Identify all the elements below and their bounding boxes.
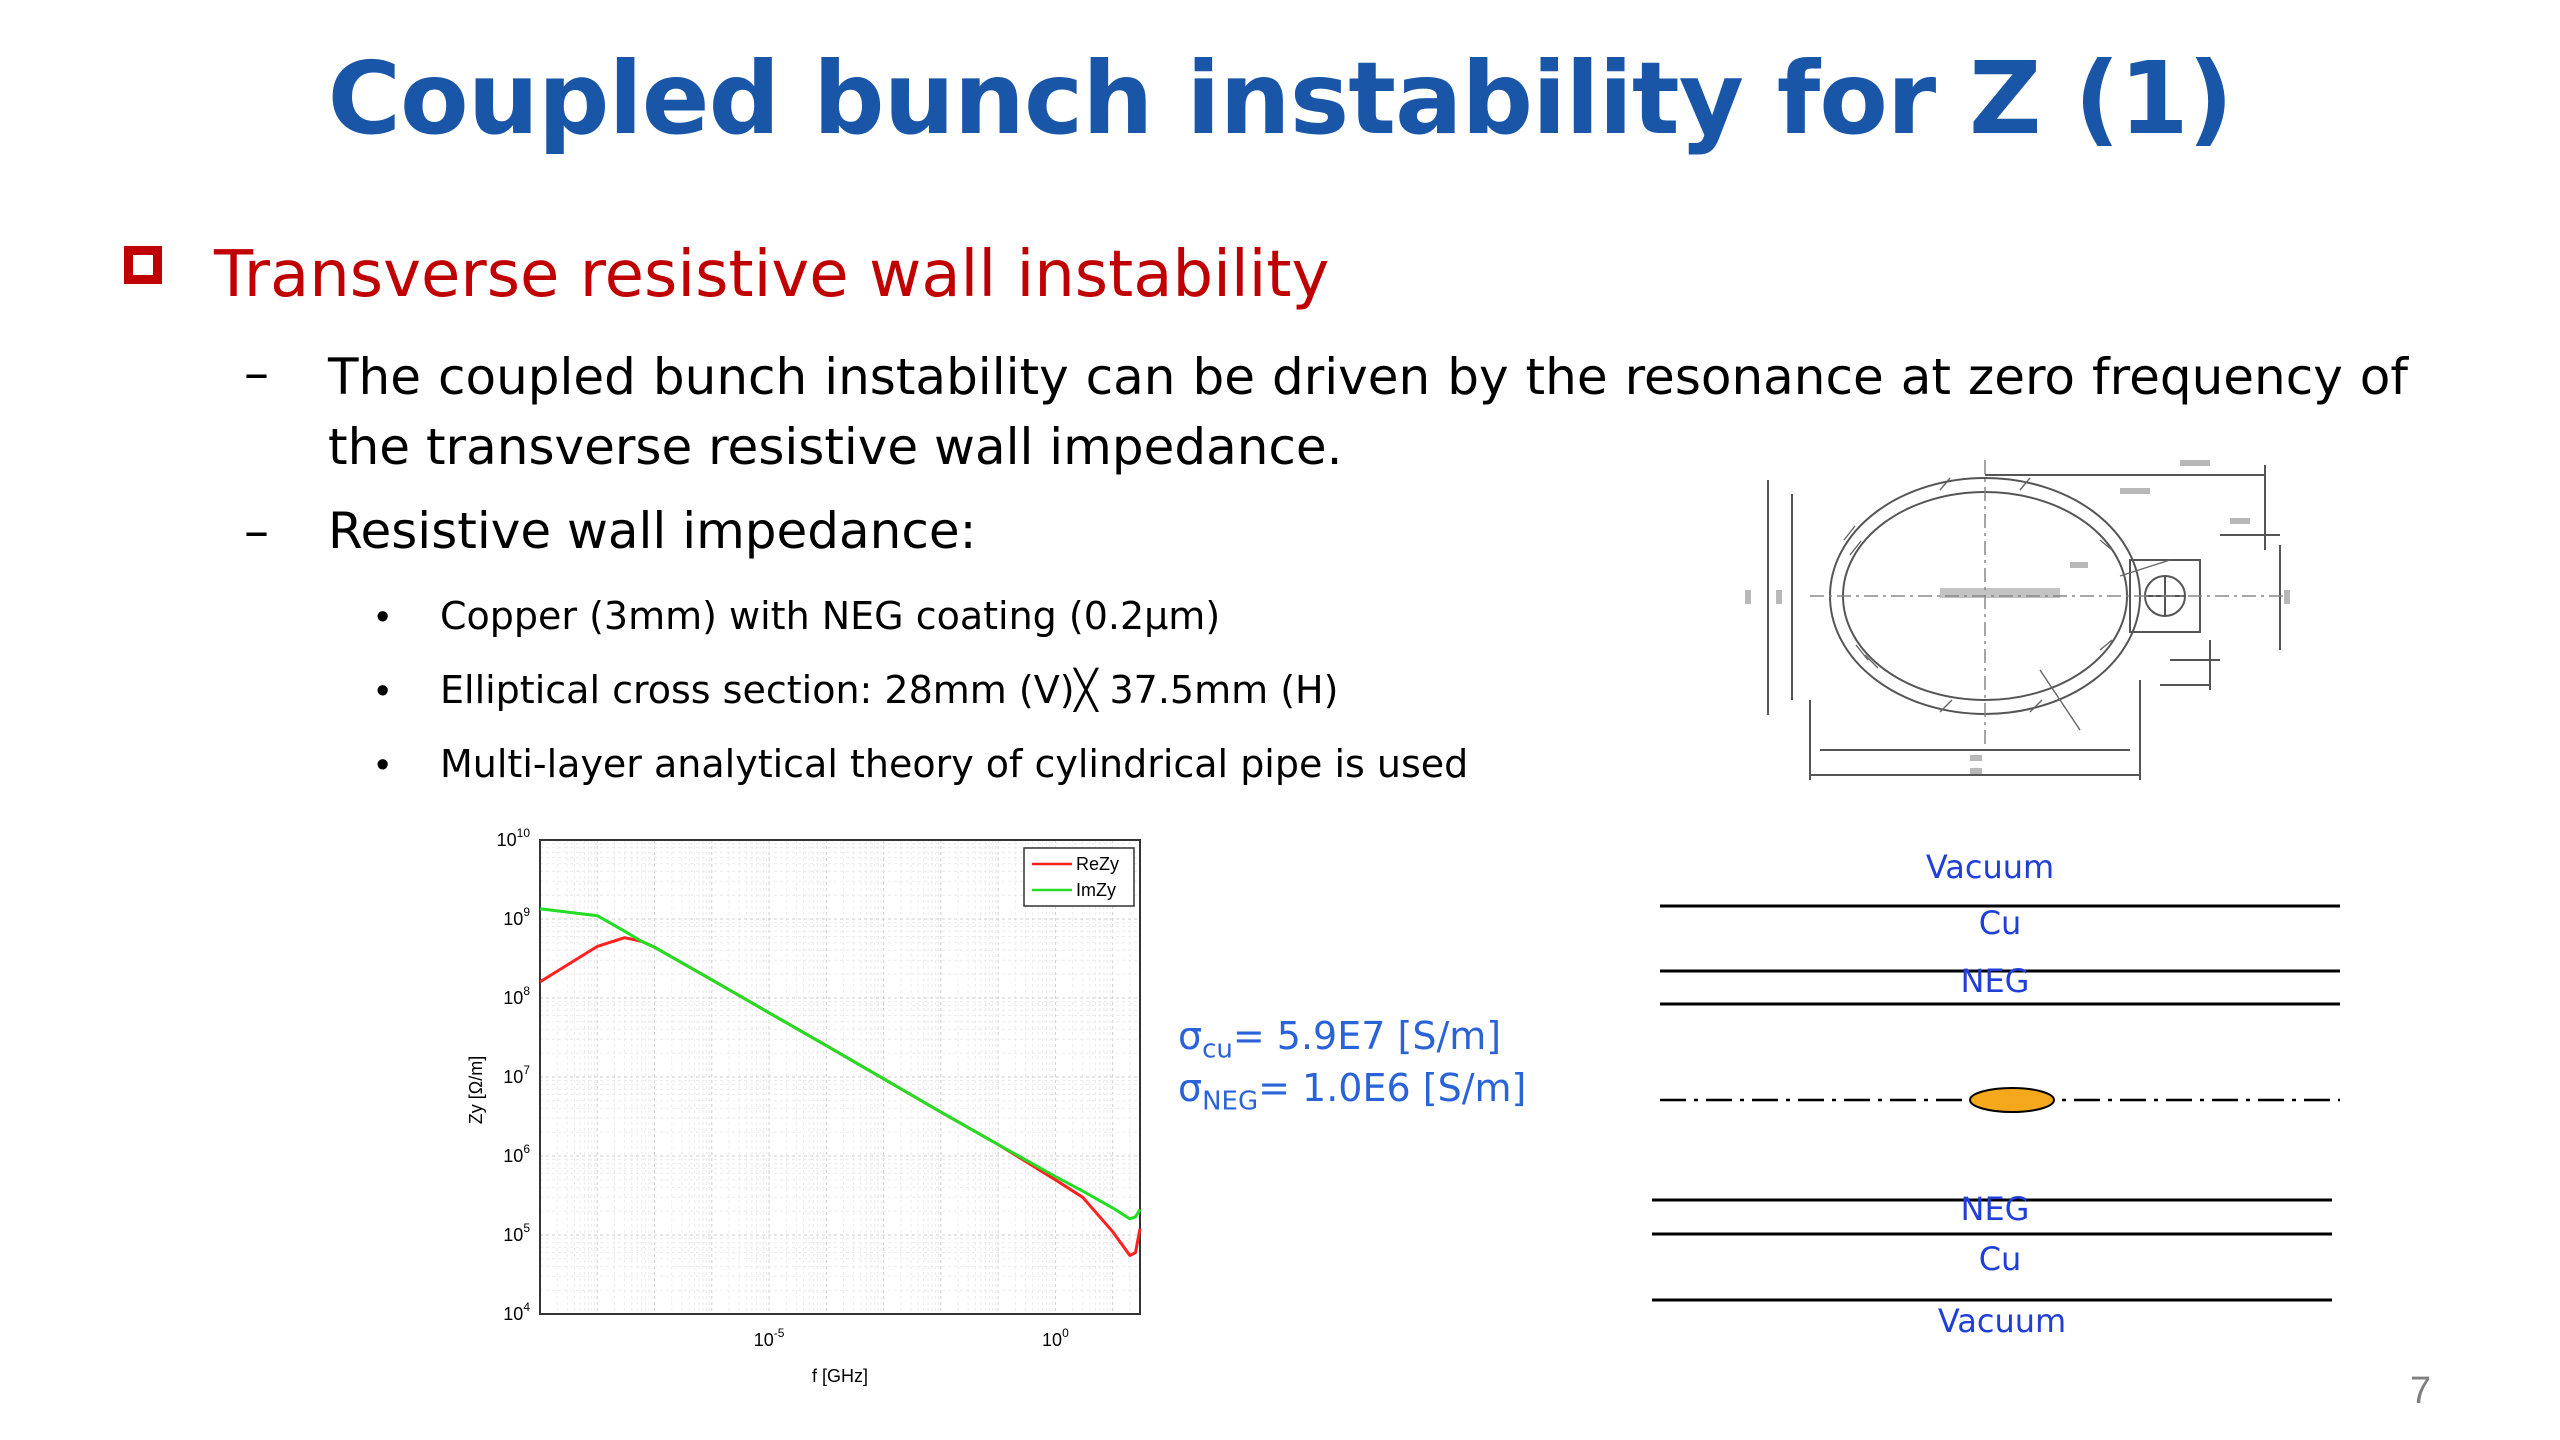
dot-bullet: • — [376, 744, 390, 786]
chart-x-tick-label: 100 — [1042, 1326, 1069, 1350]
dash-bullet: – — [244, 344, 269, 402]
chart-y-tick-label: 106 — [503, 1142, 530, 1166]
sub-bullet-1: Copper (3mm) with NEG coating (0.2μm) — [440, 594, 1221, 638]
sigma-symbol: σ — [1178, 1066, 1203, 1110]
bunch-ellipse — [1969, 1087, 2055, 1113]
section-heading: Transverse resistive wall instability — [214, 238, 1330, 312]
chart-y-tick-label: 108 — [503, 984, 530, 1008]
layer-label-neg-top: NEG — [1960, 962, 2030, 1000]
legend-label-rezy: ReZy — [1076, 854, 1119, 874]
sigma-cu-subscript: cu — [1202, 1034, 1233, 1065]
sigma-cu-label: σcu= 5.9E7 [S/m] — [1178, 1014, 1501, 1065]
impedance-chart: 104 105 106 107 108 109 1010 10-5 100 Zy [Ω/m] f… — [466, 826, 1142, 1386]
bullet-text-2: Resistive wall impedance: — [328, 502, 977, 560]
layer-label-vacuum-top: Vacuum — [1925, 848, 2055, 886]
chart-y-tick-label: 105 — [503, 1221, 530, 1245]
chart-y-tick-label: 109 — [503, 905, 530, 929]
pipe-cross-section-drawing — [1745, 460, 2290, 780]
sigma-neg-label: σNEG= 1.0E6 [S/m] — [1178, 1066, 1526, 1117]
sigma-symbol: σ — [1178, 1014, 1203, 1058]
chart-legend: ReZy ImZy — [1023, 847, 1135, 907]
layer-label-vacuum-bottom: Vacuum — [1937, 1302, 2067, 1340]
chart-plot-frame — [539, 839, 1141, 1315]
sub-bullet-2: Elliptical cross section: 28mm (V)╳ 37.5… — [440, 668, 1339, 712]
layer-label-neg-bottom: NEG — [1960, 1190, 2030, 1228]
chart-y-tick-label: 107 — [503, 1063, 530, 1087]
sigma-neg-value: = 1.0E6 [S/m] — [1258, 1066, 1527, 1110]
series-line-imzy — [539, 907, 1142, 1221]
dot-bullet: • — [376, 670, 390, 712]
sigma-cu-value: = 5.9E7 [S/m] — [1232, 1014, 1502, 1058]
chart-grid — [539, 840, 1141, 1315]
page-number: 7 — [2410, 1370, 2432, 1412]
layer-label-cu-top: Cu — [1978, 904, 2022, 942]
sub-bullet-3: Multi-layer analytical theory of cylindr… — [440, 742, 1469, 786]
sigma-neg-subscript: NEG — [1202, 1086, 1259, 1117]
layer-label-cu-bottom: Cu — [1978, 1240, 2022, 1278]
chart-x-axis-label: f [GHz] — [812, 1366, 868, 1386]
chart-x-tick-label: 10-5 — [754, 1326, 785, 1350]
chart-y-axis-label: Zy [Ω/m] — [466, 1056, 486, 1124]
dot-bullet: • — [376, 596, 390, 638]
dash-bullet: – — [244, 502, 269, 560]
square-bullet-icon — [124, 246, 162, 284]
bullet-text-1: The coupled bunch instability can be dri… — [328, 348, 2408, 476]
legend-label-imzy: ImZy — [1076, 880, 1116, 900]
page-title: Coupled bunch instability for Z (1) — [327, 40, 2234, 157]
chart-y-tick-label: 104 — [503, 1300, 530, 1324]
layer-schematic — [1652, 904, 2340, 1302]
chart-y-tick-label: 1010 — [497, 826, 531, 850]
